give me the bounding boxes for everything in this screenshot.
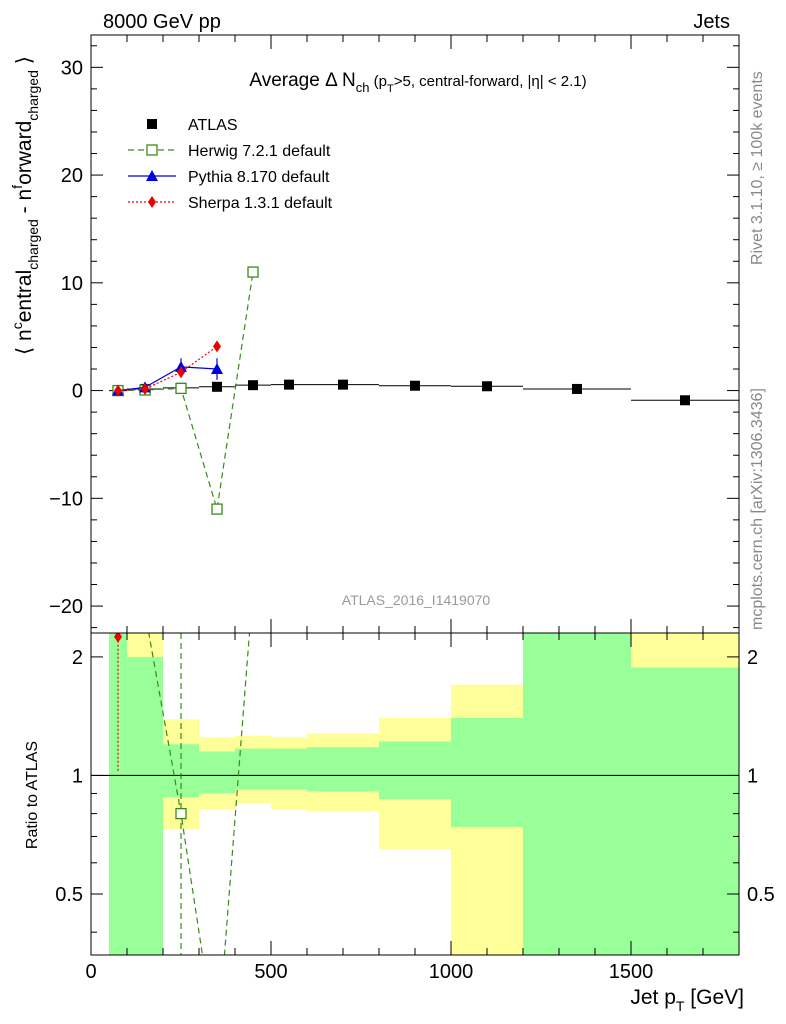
analysis-watermark: ATLAS_2016_I1419070 — [342, 592, 491, 608]
main-y-tick-label: 20 — [61, 165, 83, 187]
process-label: Jets — [693, 11, 730, 33]
data-point — [247, 266, 259, 278]
legend-label: Herwig 7.2.1 default — [188, 143, 331, 160]
inner-band-bin — [163, 744, 199, 798]
data-point — [338, 379, 348, 390]
inner-band-bin — [307, 747, 379, 792]
ratio-point — [114, 633, 122, 643]
legend-label: Pythia 8.170 default — [188, 169, 330, 186]
legend-entry: Pythia 8.170 default — [128, 169, 330, 186]
inner-band-bin — [631, 667, 739, 955]
legend-entry: Herwig 7.2.1 default — [128, 143, 331, 160]
main-y-tick-label: 10 — [61, 273, 83, 295]
ratio-y-tick-label-right: 1 — [747, 765, 758, 787]
data-point — [482, 381, 492, 392]
main-y-tick-label: 30 — [61, 57, 83, 79]
data-point — [177, 366, 185, 379]
data-point — [211, 503, 223, 515]
x-tick-label: 1500 — [609, 961, 654, 983]
inner-band-bin — [271, 748, 307, 790]
legend-label: Sherpa 1.3.1 default — [188, 195, 333, 212]
data-point — [572, 383, 582, 394]
inner-band-bin — [523, 633, 631, 955]
data-point — [212, 381, 222, 392]
legend: ATLAS Herwig 7.2.1 default Pythia 8.170 de… — [128, 117, 333, 212]
x-tick-label: 0 — [85, 961, 96, 983]
main-y-tick-label: −10 — [49, 488, 83, 510]
inner-band-bin — [127, 656, 163, 955]
legend-marker — [148, 196, 156, 208]
data-point — [284, 379, 294, 390]
legend-entry: ATLAS — [147, 117, 238, 134]
series-line — [117, 345, 218, 392]
main-y-tick-label: 0 — [72, 381, 83, 403]
plot-title: Average Δ Nch (pT>5, central-forward, |η… — [249, 70, 586, 95]
series-atlas — [109, 379, 739, 406]
main-series-layer — [109, 266, 739, 515]
ratio-line — [148, 633, 251, 955]
ratio-y-tick-label: 2 — [72, 647, 83, 669]
legend-marker — [146, 170, 158, 181]
ratio-uncertainty-bands — [91, 633, 739, 955]
main-y-tick-label: −20 — [49, 596, 83, 618]
series-line — [117, 366, 218, 392]
data-point — [175, 382, 187, 395]
ratio-series-sherpa-1-3-1-default — [114, 633, 122, 773]
mcplots-label: mcplots.cern.ch [arXiv:1306.3436] — [749, 388, 766, 630]
x-tick-label: 500 — [254, 961, 287, 983]
x-tick-label: 1000 — [429, 961, 474, 983]
ratio-series-herwig-7-2-1-default — [148, 633, 251, 955]
main-plot-panel: −20 −10 0 10 20 30 Average Δ Nch (pT>5, centr… — [9, 34, 740, 634]
ratio-plot-panel: 0.5 0.5 1 1 2 2 0 500 1000 1500 Ratio to ATLAS Je… — [24, 632, 775, 1014]
ratio-point — [175, 807, 187, 820]
legend-label: ATLAS — [188, 117, 238, 134]
legend-marker — [147, 119, 157, 129]
inner-band-bin — [235, 748, 271, 790]
inner-band-bin — [451, 717, 523, 827]
data-point — [213, 340, 221, 353]
ratio-series-layer — [114, 633, 251, 955]
ratio-y-tick-label: 0.5 — [55, 884, 83, 906]
data-point — [141, 382, 149, 395]
data-point — [248, 380, 258, 391]
inner-band-bin — [199, 751, 235, 794]
x-axis-label: Jet pT [GeV] — [630, 986, 744, 1014]
ratio-y-tick-label: 1 — [72, 765, 83, 787]
main-y-axis-label: ⟨ ncentralcharged - nforwardcharged ⟩ — [9, 56, 41, 355]
legend-marker — [146, 144, 158, 156]
data-point — [410, 380, 420, 391]
legend-entry: Sherpa 1.3.1 default — [128, 195, 333, 212]
ratio-plot-frame — [90, 632, 740, 956]
main-axis-ticks: −20 −10 0 10 20 30 — [49, 35, 740, 633]
rivet-version-label: Rivet 3.1.10, ≥ 100k events — [749, 71, 766, 265]
inner-band-bin — [379, 741, 451, 800]
ratio-y-tick-label-right: 2 — [747, 647, 758, 669]
data-point — [114, 384, 122, 397]
collision-label: 8000 GeV pp — [103, 11, 221, 33]
inner-band-bin — [109, 633, 127, 955]
ratio-y-axis-label: Ratio to ATLAS — [24, 741, 41, 849]
series-herwig-7-2-1-default — [112, 266, 259, 515]
data-point — [211, 363, 223, 375]
ratio-axis-ticks: 0.5 0.5 1 1 2 2 0 500 1000 1500 — [55, 633, 775, 983]
ratio-y-tick-label-right: 0.5 — [747, 884, 775, 906]
series-sherpa-1-3-1-default — [114, 340, 221, 397]
data-point — [680, 395, 690, 406]
